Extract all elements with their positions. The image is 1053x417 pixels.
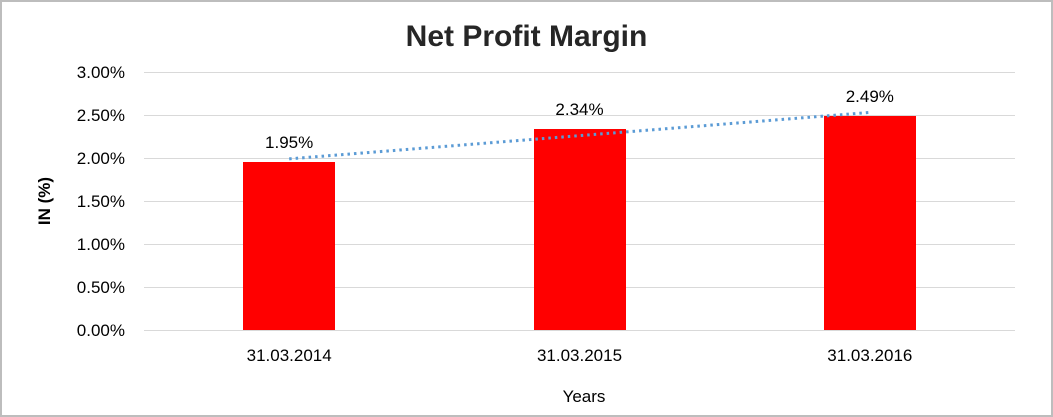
- x-axis-tick-label: 31.03.2016: [827, 346, 913, 365]
- bar-31.03.2014: [243, 162, 336, 330]
- bar-31.03.2015: [533, 128, 626, 330]
- bar-31.03.2016: [823, 115, 916, 330]
- y-axis-tick-label: 2.50%: [76, 106, 125, 125]
- y-gridline: [144, 115, 1015, 116]
- y-gridline: [144, 330, 1015, 331]
- bar-data-label: 1.95%: [265, 133, 314, 153]
- chart-title: Net Profit Margin: [405, 20, 648, 53]
- y-axis-tick-label: 0.00%: [76, 321, 125, 340]
- y-axis-tick-label: 3.00%: [76, 63, 125, 82]
- x-axis-title: Years: [562, 387, 606, 406]
- y-gridline: [144, 72, 1015, 73]
- bar-data-label: 2.34%: [555, 99, 604, 119]
- y-axis-tick-label: 1.00%: [76, 235, 125, 254]
- x-axis-tick-label: 31.03.2014: [246, 346, 332, 365]
- bar-data-label: 2.49%: [845, 86, 894, 106]
- y-axis-tick-label: 2.00%: [76, 149, 125, 168]
- x-axis-tick-label: 31.03.2015: [536, 346, 623, 365]
- y-axis-tick-label: 1.50%: [76, 192, 125, 211]
- y-axis-tick-label: 0.50%: [76, 278, 125, 297]
